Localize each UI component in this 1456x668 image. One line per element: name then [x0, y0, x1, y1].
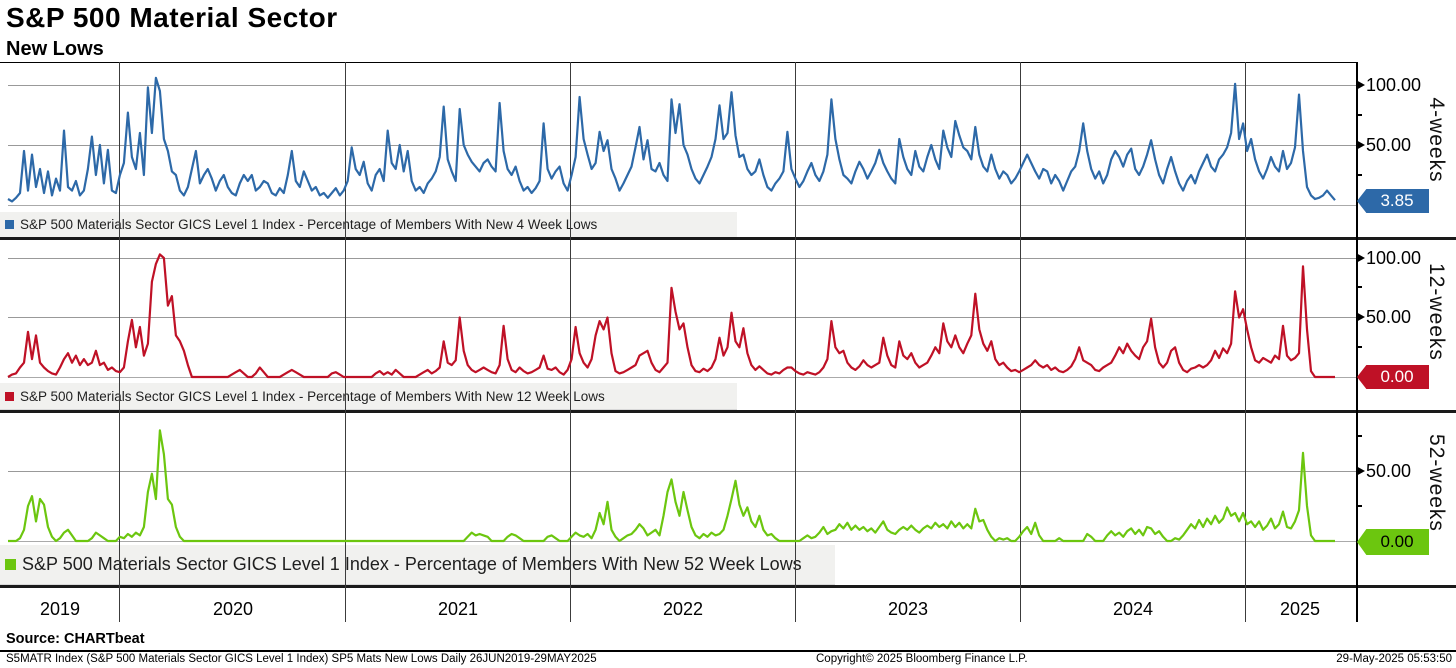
gridline-p2-100 — [8, 258, 1356, 259]
right-axis-line — [1356, 62, 1358, 622]
axis-minor-tick — [1356, 174, 1362, 176]
footer-ticker-info: S5MATR Index (S&P 500 Materials Sector G… — [6, 653, 597, 665]
legend-52wk-swatch-icon — [5, 559, 16, 570]
chart-bottom-border — [0, 585, 1456, 588]
legend-52wk: S&P 500 Materials Sector GICS Level 1 In… — [0, 545, 835, 585]
page-subtitle: New Lows — [6, 38, 104, 60]
footer-timestamp: 29-May-2025 05:53:50 — [1336, 653, 1452, 665]
legend-4wk: S&P 500 Materials Sector GICS Level 1 In… — [0, 212, 737, 238]
axis-arrow-tick-icon — [1356, 253, 1365, 263]
xtick-2025: 2025 — [1279, 599, 1321, 619]
legend-12wk-swatch-icon — [5, 391, 14, 401]
axis-minor-tick — [1356, 286, 1362, 288]
axis-minor-tick — [1356, 114, 1362, 116]
axis-minor-tick — [1356, 505, 1362, 507]
last-value-52wk: 0.00 — [1380, 532, 1414, 551]
xtick-2022: 2022 — [662, 599, 704, 619]
panel-separator-2 — [0, 410, 1456, 413]
gridline-year-2025 — [1245, 62, 1246, 622]
footer-copyright: Copyright© 2025 Bloomberg Finance L.P. — [816, 653, 1028, 665]
axis-arrow-tick-icon — [1356, 80, 1365, 90]
legend-12wk: S&P 500 Materials Sector GICS Level 1 In… — [0, 383, 737, 410]
baseline-p2 — [8, 377, 1356, 378]
gridline-year-2022 — [570, 62, 571, 622]
axis-minor-tick — [1356, 435, 1362, 437]
xtick-2019: 2019 — [39, 599, 81, 619]
series-line-52wk — [8, 429, 1335, 543]
axis-arrow-tick-icon — [1356, 466, 1365, 476]
gridline-p2-50 — [8, 317, 1356, 318]
last-value-4wk: 3.85 — [1380, 191, 1414, 210]
gridline-year-2024 — [1020, 62, 1021, 622]
legend-52wk-label: S&P 500 Materials Sector GICS Level 1 In… — [22, 554, 802, 574]
gridline-p1-100 — [8, 85, 1356, 86]
xtick-2024: 2024 — [1112, 599, 1154, 619]
baseline-p3 — [8, 541, 1356, 542]
series-line-4wk — [7, 76, 1336, 203]
ytick-p2-50: 50.00 — [1366, 307, 1412, 327]
ytick-p1-50: 50.00 — [1366, 135, 1412, 155]
axis-arrow-tick-icon — [1356, 312, 1365, 322]
gridline-p3-50 — [8, 471, 1356, 472]
panel-label-4-weeks: 4-weeks — [1425, 97, 1448, 183]
series-plot — [7, 76, 1336, 543]
baseline-p1 — [8, 205, 1356, 206]
page-title: S&P 500 Material Sector — [6, 2, 338, 33]
legend-4wk-label: S&P 500 Materials Sector GICS Level 1 In… — [20, 217, 598, 232]
legend-12wk-label: S&P 500 Materials Sector GICS Level 1 In… — [20, 388, 605, 404]
panel-separator-1 — [0, 237, 1456, 240]
gridline-year-2020 — [119, 62, 120, 622]
xtick-2023: 2023 — [887, 599, 929, 619]
ytick-p1-100: 100.00 — [1366, 75, 1422, 95]
series-line-12wk — [7, 253, 1335, 379]
chart-top-border — [0, 62, 1356, 63]
ytick-p3-50: 50.00 — [1366, 461, 1412, 481]
gridline-p1-50 — [8, 145, 1356, 146]
xtick-2020: 2020 — [212, 599, 254, 619]
axis-arrow-tick-icon — [1356, 140, 1365, 150]
last-value-tag-4wk: 3.85 — [1357, 189, 1429, 213]
footer-divider — [0, 650, 1456, 652]
legend-4wk-swatch-icon — [5, 220, 14, 229]
gridline-year-2023 — [795, 62, 796, 622]
panel-label-12-weeks: 12-weeks — [1425, 263, 1448, 361]
axis-minor-tick — [1356, 346, 1362, 348]
ytick-p2-100: 100.00 — [1366, 248, 1422, 268]
last-value-12wk: 0.00 — [1380, 367, 1414, 386]
xtick-2021: 2021 — [437, 599, 479, 619]
panel-label-52-weeks: 52-weeks — [1425, 434, 1448, 532]
gridline-year-2021 — [345, 62, 346, 622]
last-value-tag-12wk: 0.00 — [1357, 365, 1429, 389]
source-label: Source: CHARTbeat — [6, 631, 145, 647]
last-value-tag-52wk: 0.00 — [1357, 529, 1429, 555]
